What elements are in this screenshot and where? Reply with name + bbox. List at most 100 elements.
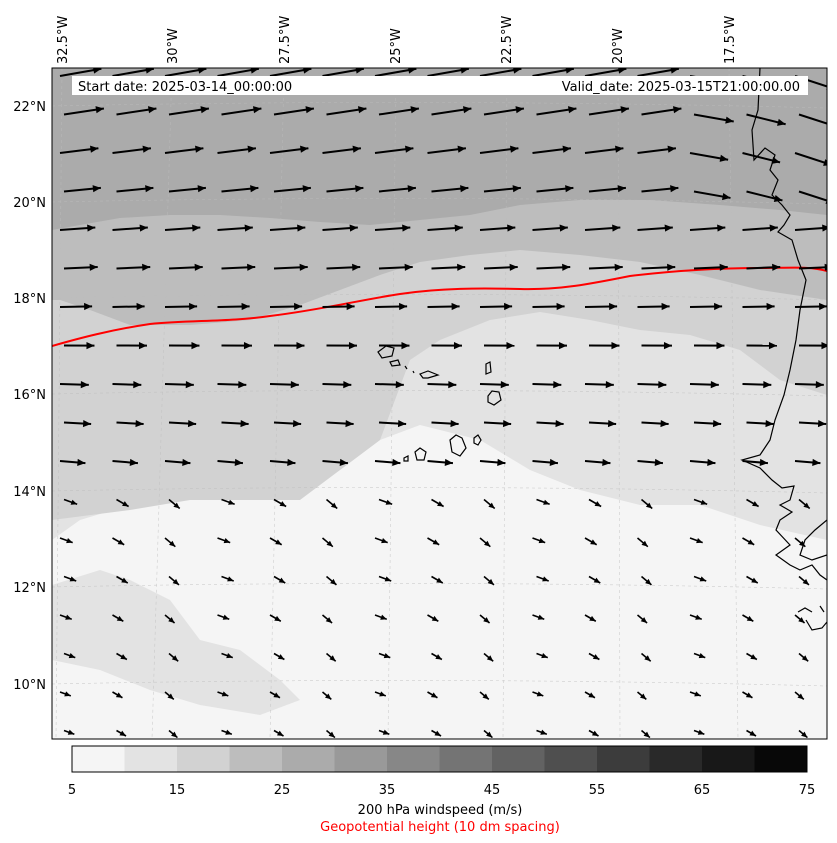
wind-vector-head — [182, 458, 191, 467]
wind-vector-head — [541, 653, 548, 659]
wind-vector-head — [173, 502, 180, 509]
wind-vector-head — [404, 263, 413, 271]
wind-vector-head — [287, 458, 296, 467]
wind-vector-head — [798, 617, 805, 624]
wind-vector-head — [504, 302, 513, 311]
wind-vector-head — [759, 458, 768, 467]
wind-vector-head — [405, 145, 414, 153]
longitude-labels: 32.5°W 30°W 27.5°W 25°W 22.5°W 20°W 17.5… — [56, 16, 738, 64]
wind-vector-head — [357, 106, 367, 114]
wind-vector-head — [763, 381, 772, 389]
wind-vector-head — [645, 578, 652, 585]
wind-vector-head — [562, 263, 571, 271]
wind-vector-head — [86, 342, 95, 350]
wind-vector-head — [462, 106, 472, 114]
wind-vector-head — [93, 68, 102, 74]
wind-vector-head — [538, 538, 546, 544]
wind-vector-head — [395, 381, 404, 389]
wind-vector-head — [766, 302, 775, 311]
wind-vector-head — [95, 106, 104, 114]
wind-vector-head — [244, 224, 253, 232]
wind-vector-head — [593, 577, 601, 583]
wind-vector-head — [772, 263, 781, 271]
wind-vector-head — [117, 539, 125, 545]
wind-vector-head — [639, 693, 647, 700]
wind-vector-head — [200, 106, 209, 114]
wind-vector-head — [297, 224, 306, 232]
lon-tick-label: 25°W — [389, 28, 404, 64]
wind-vector-head — [192, 224, 201, 232]
wind-vector-head — [667, 263, 676, 271]
wind-vector-head — [562, 145, 571, 153]
wind-vector-head — [352, 145, 361, 153]
wind-vector-head — [65, 614, 72, 620]
wind-vector-head — [430, 692, 438, 698]
wind-vector-head — [408, 68, 417, 74]
colorbar-cell — [387, 746, 440, 772]
wind-vector-head — [431, 615, 439, 622]
wind-vector-head — [187, 419, 197, 428]
wind-vector-head — [670, 68, 679, 74]
wind-vector-head — [694, 691, 701, 697]
geopotential-height-contour — [52, 266, 827, 347]
wind-vector-head — [328, 731, 335, 738]
wind-vector-head — [745, 692, 753, 698]
wind-vector-head — [276, 730, 284, 736]
wind-vector-head — [565, 68, 574, 74]
wind-vector-head — [797, 693, 804, 700]
wind-vector-head — [620, 106, 629, 114]
wind-vector-head — [77, 458, 86, 467]
wind-vector-head — [696, 538, 703, 544]
wind-vector-head — [457, 263, 466, 271]
wind-vector-head — [509, 263, 518, 271]
wind-vector-head — [618, 68, 627, 74]
wind-vector-head — [802, 578, 809, 585]
wind-vector-head — [355, 185, 364, 193]
wind-vector-head — [700, 499, 708, 505]
lat-tick-label: 10°N — [13, 678, 46, 693]
wind-vector-head — [120, 654, 127, 660]
wind-vector-head — [487, 578, 494, 585]
wind-vector-head — [339, 458, 348, 467]
wind-vector-head — [698, 653, 706, 659]
colorbar-cell — [282, 746, 335, 772]
wind-vector-head — [436, 577, 443, 583]
wind-vector-head — [605, 381, 614, 389]
wind-vector-head — [717, 224, 726, 232]
colorbar-tick-label: 15 — [169, 783, 186, 798]
wind-vector-head — [803, 502, 810, 509]
wind-vector-head — [537, 614, 545, 620]
wind-vector-head — [305, 106, 314, 114]
wind-vector-shaft — [798, 190, 827, 202]
wind-vector-head — [345, 419, 354, 428]
wind-vector-head — [116, 615, 124, 622]
colorbar-cell — [544, 746, 598, 772]
wind-vector-head — [695, 614, 702, 620]
colorbar-cell — [334, 746, 388, 772]
wind-vector-head — [300, 145, 309, 153]
wind-vectors — [59, 68, 827, 739]
wind-vector-head — [765, 419, 774, 428]
wind-vector-head — [225, 729, 232, 735]
wind-vector-head — [129, 458, 138, 467]
wind-vector-head — [482, 693, 489, 700]
colorbar-cell — [439, 746, 493, 772]
wind-vector-head — [432, 539, 440, 545]
wind-vector-head — [591, 730, 599, 736]
wind-vector-head — [66, 538, 73, 544]
wind-vector-head — [82, 419, 92, 428]
wind-vector-head — [247, 263, 256, 271]
colorbar-cell — [649, 746, 703, 772]
wind-vector-head — [198, 68, 207, 74]
wind-vector-head — [815, 381, 824, 389]
wind-vector-head — [223, 538, 231, 544]
colorbar-subtitle: Geopotential height (10 dm spacing) — [320, 820, 560, 835]
wind-vector-head — [654, 458, 663, 467]
coastline-africa — [740, 68, 827, 581]
wind-vector-head — [247, 145, 256, 153]
wind-vector-head — [437, 501, 444, 507]
wind-vector-head — [777, 118, 786, 126]
wind-vector-head — [434, 730, 442, 736]
wind-vector-head — [380, 614, 387, 620]
wind-vector-head — [401, 342, 410, 350]
